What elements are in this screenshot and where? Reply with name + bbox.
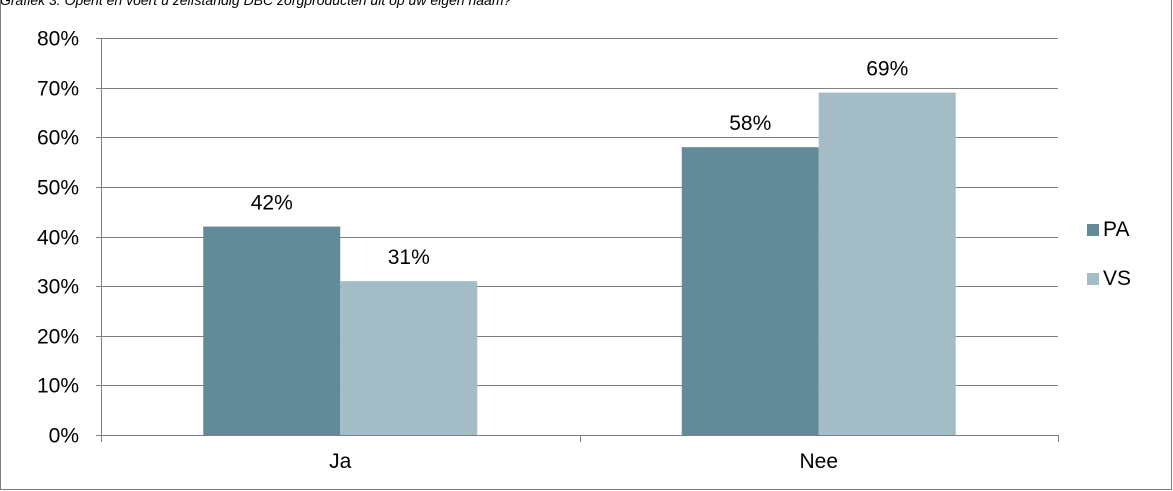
data-label: 42%	[251, 192, 293, 215]
x-tick-label: Ja	[329, 450, 352, 473]
bar-vs-ja	[340, 281, 478, 435]
legend-swatch-vs	[1087, 273, 1099, 285]
y-tick-label: 30%	[37, 276, 79, 299]
legend-label-vs: VS	[1103, 267, 1131, 290]
legend: PA VS	[1087, 218, 1131, 290]
y-tick-label: 20%	[37, 326, 79, 349]
chart-caption: Grafiek 3: Opent en voert u zelfstandig …	[0, 0, 512, 8]
y-tick-label: 80%	[37, 28, 79, 51]
y-tick-label: 0%	[49, 425, 79, 448]
x-tick-label: Nee	[799, 450, 838, 473]
data-label: 31%	[388, 246, 430, 269]
bar-pa-nee	[681, 147, 819, 436]
data-label: 58%	[729, 112, 771, 135]
bars	[203, 92, 956, 436]
labels: 0% 10% 20% 30% 40% 50% 60% 70% 80% 42% 31% Ja 58% 69%…	[37, 28, 908, 474]
legend-swatch-pa	[1087, 224, 1099, 236]
y-tick-label: 60%	[37, 127, 79, 150]
y-tick-label: 50%	[37, 177, 79, 200]
legend-label-pa: PA	[1103, 218, 1129, 241]
y-tick-label: 10%	[37, 375, 79, 398]
bar-pa-ja	[203, 226, 341, 435]
y-tick-label: 70%	[37, 78, 79, 101]
data-label: 69%	[866, 58, 908, 81]
bar-vs-nee	[818, 92, 956, 436]
y-tick-label: 40%	[37, 227, 79, 250]
axes	[101, 38, 1059, 442]
